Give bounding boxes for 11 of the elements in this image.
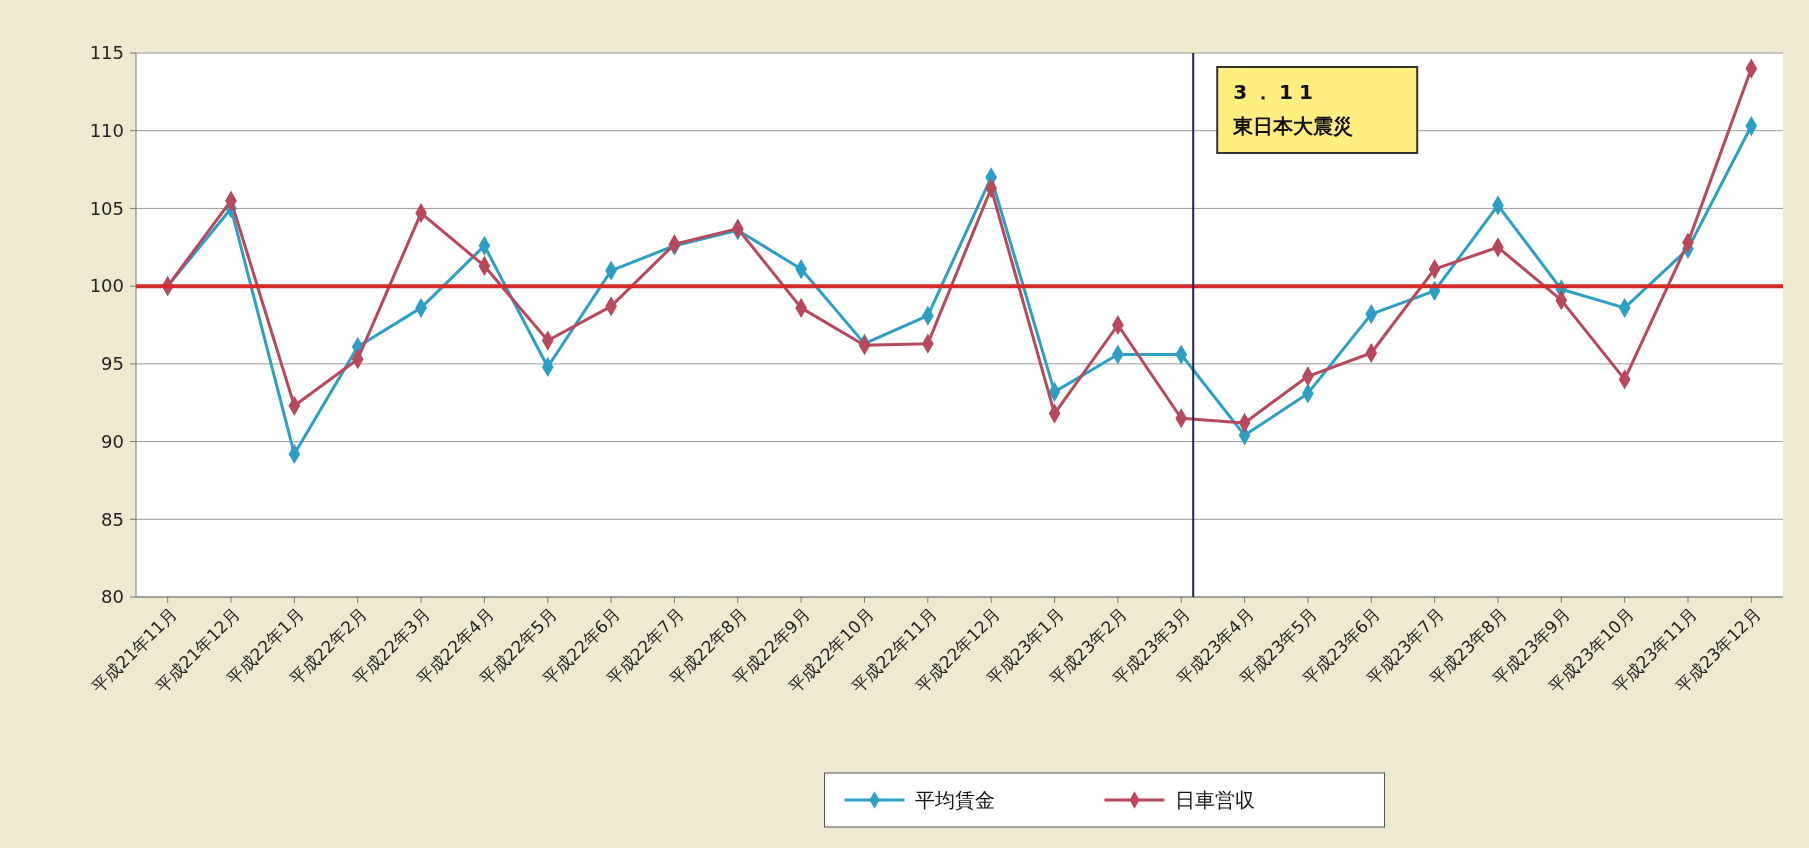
legend-label: 平均賃金: [914, 788, 995, 812]
y-tick-label: 90: [101, 430, 124, 452]
ref-line-label: 3．11 東日本大震災: [1232, 80, 1354, 138]
y-tick-label: 85: [101, 508, 124, 530]
y-tick-label: 105: [89, 197, 124, 219]
y-tick-label: 110: [89, 120, 124, 142]
y-tick-label: 115: [89, 42, 124, 64]
y-tick-label: 80: [101, 586, 124, 608]
legend-label: 日車営収: [1174, 788, 1255, 812]
y-tick-label: 95: [101, 353, 124, 375]
y-tick-label: 100: [89, 275, 124, 297]
